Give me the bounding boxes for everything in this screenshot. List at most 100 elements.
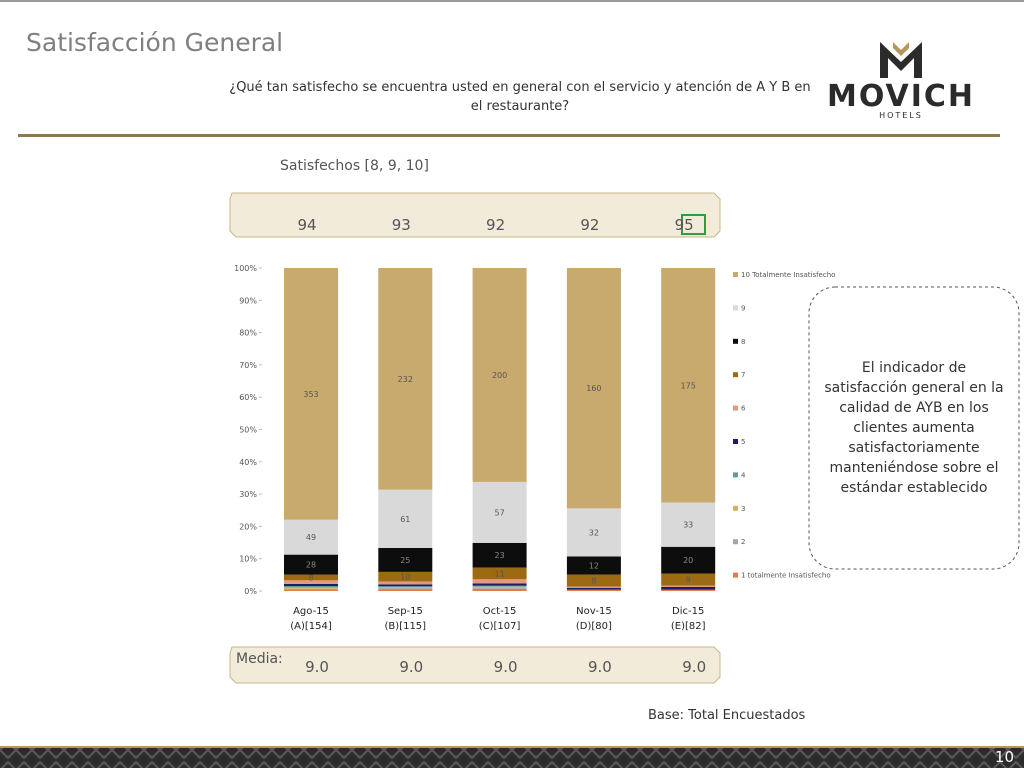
bar-segment xyxy=(566,587,621,590)
data-label: 57 xyxy=(495,508,505,517)
legend-label: 9 xyxy=(741,304,745,312)
bar-segment xyxy=(472,588,527,591)
separator xyxy=(18,134,1000,137)
y-tick-label: 40% xyxy=(239,458,257,467)
x-tick-label: Ago-15 xyxy=(293,606,329,617)
media-value: 9.0 xyxy=(305,658,329,676)
bar-segment xyxy=(284,583,338,587)
legend-swatch xyxy=(733,505,738,511)
media-value: 9.0 xyxy=(399,658,423,676)
bar-segment xyxy=(378,588,433,590)
bar-segment xyxy=(378,547,433,572)
data-label: 8 xyxy=(591,576,596,585)
data-label: 232 xyxy=(398,375,413,384)
bar-segment xyxy=(566,574,621,587)
media-label: Media: xyxy=(236,651,283,667)
base: Base: Total Encuestados xyxy=(648,708,806,723)
satisfied-label: Satisfechos [8, 9, 10] xyxy=(280,158,429,174)
media-box xyxy=(229,646,721,684)
bar-segment xyxy=(566,268,621,509)
note-box xyxy=(808,286,1020,570)
data-label: 10 xyxy=(400,573,410,582)
y-tick-label: 20% xyxy=(239,522,257,531)
data-label: 8 xyxy=(308,573,313,582)
bar-segment xyxy=(472,585,527,587)
legend-swatch xyxy=(733,472,738,478)
satisfied-box xyxy=(229,192,721,238)
legend-label: 3 xyxy=(741,505,745,513)
data-label: 23 xyxy=(495,551,505,560)
data-label: 12 xyxy=(589,561,599,570)
bar-segment xyxy=(472,481,527,543)
bar-segment xyxy=(661,589,716,591)
highlight xyxy=(681,214,706,235)
satisfied-value: 95 xyxy=(675,216,694,234)
y-tick-label: 80% xyxy=(239,329,257,338)
data-label: 200 xyxy=(492,371,507,380)
x-tick-label: Oct-15 xyxy=(483,606,517,617)
legend-label: 8 xyxy=(741,338,745,346)
bar-segment xyxy=(284,519,338,555)
data-label: 49 xyxy=(306,533,316,542)
legend-label: 4 xyxy=(741,471,746,479)
x-tick-label: Sep-15 xyxy=(388,606,423,617)
bar-segment xyxy=(378,586,433,588)
legend-label: 5 xyxy=(741,438,745,446)
y-tick-label: 10% xyxy=(239,555,257,564)
legend-swatch xyxy=(733,338,738,344)
legend-label: 10 Totalmente Insatisfecho xyxy=(741,271,835,279)
data-label: 175 xyxy=(681,381,696,390)
legend-label: 6 xyxy=(741,405,746,413)
y-tick-label: 100% xyxy=(234,264,257,273)
legend-label: 2 xyxy=(741,538,745,546)
bar-segment xyxy=(378,589,433,591)
satisfied-value: 93 xyxy=(392,216,411,234)
bar-segment xyxy=(472,542,527,568)
data-label: 9 xyxy=(686,576,691,585)
bar-segment xyxy=(378,268,433,490)
bar-segment xyxy=(284,589,338,591)
logo: MOVICH xyxy=(827,79,975,114)
media-value: 9.0 xyxy=(494,658,518,676)
bar-segment xyxy=(566,589,621,591)
y-tick-label: 90% xyxy=(239,296,257,305)
y-tick-label: 60% xyxy=(239,393,257,402)
bar-segment xyxy=(284,588,338,590)
top-rule xyxy=(0,0,1024,2)
bar-segment xyxy=(284,580,338,584)
bar-segment xyxy=(378,584,433,587)
data-label: 11 xyxy=(495,569,505,578)
bar-segment xyxy=(566,556,621,575)
satisfied-value: 94 xyxy=(297,216,316,234)
data-label: 353 xyxy=(303,390,318,399)
y-tick-label: 30% xyxy=(239,490,257,499)
note: El indicador de satisfacción general en … xyxy=(824,360,1004,496)
bar-segment xyxy=(661,546,716,574)
bar-segment xyxy=(284,574,338,581)
bar-segment xyxy=(472,567,527,580)
bar-segment xyxy=(661,268,716,503)
data-label: 160 xyxy=(586,384,601,393)
x-tick-base: (A)[154] xyxy=(290,621,332,632)
bar-segment xyxy=(378,581,433,585)
x-tick-label: Nov-15 xyxy=(576,606,612,617)
bar-segment xyxy=(472,583,527,586)
y-tick-label: 0% xyxy=(244,587,257,596)
y-tick-label: 70% xyxy=(239,361,257,370)
legend-swatch xyxy=(733,305,738,311)
question: ¿Qué tan satisfecho se encuentra usted e… xyxy=(229,80,811,114)
bar-segment xyxy=(284,554,338,575)
logo-mark xyxy=(880,42,922,78)
data-label: 61 xyxy=(400,515,410,524)
bar-segment xyxy=(472,586,527,588)
legend-swatch xyxy=(733,572,738,578)
bar-segment xyxy=(472,579,527,584)
page-number: 10 xyxy=(994,748,1014,766)
bar-segment xyxy=(378,571,433,582)
legend-swatch xyxy=(733,405,738,411)
bar-segment xyxy=(378,587,433,589)
legend-swatch xyxy=(733,539,738,545)
bar-segment xyxy=(284,268,338,520)
